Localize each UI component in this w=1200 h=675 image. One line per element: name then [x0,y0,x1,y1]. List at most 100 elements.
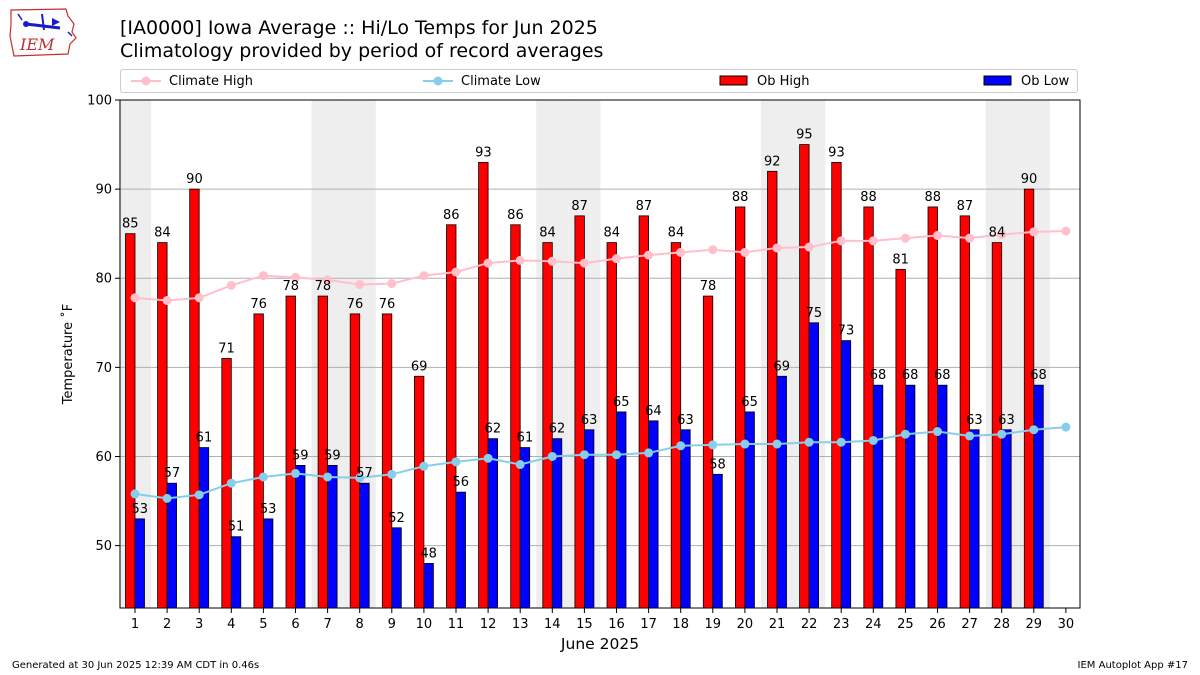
ob-low-bar [487,438,499,609]
climate-high-point [258,271,268,281]
ob-low-bar [840,340,852,609]
ob-high-bar [863,206,874,609]
legend-ob-high: Ob High [719,70,810,92]
ob-low-value-label: 63 [581,413,598,428]
legend-climate-low: Climate Low [423,70,541,92]
ob-low-legend-swatch [983,75,1012,86]
ob-high-legend-swatch [719,75,748,86]
ob-high-bar [799,144,810,609]
ob-high-bar [478,161,489,609]
ob-high-value-label: 85 [122,217,139,232]
ob-high-value-label: 92 [764,154,781,169]
ob-low-value-label: 53 [131,502,148,517]
ob-high-value-label: 87 [571,199,588,214]
ob-high-value-label: 78 [700,279,717,294]
ob-high-bar [510,224,521,609]
x-tick-label: 28 [993,617,1010,632]
climate-low-point [740,439,750,449]
climate-low-point [804,437,814,447]
ob-low-bar [937,384,948,609]
x-tick-label: 14 [544,617,561,632]
x-tick-label: 18 [672,617,689,632]
ob-high-bar [606,242,617,609]
climate-high-legend-dot [141,76,151,86]
ob-low-bar [230,536,242,609]
x-tick-label: 7 [323,617,331,632]
climate-low-point [226,478,236,488]
x-tick-label: 22 [801,617,818,632]
ob-low-value-label: 57 [356,466,373,481]
climate-low-point [1061,422,1071,432]
climate-low-point [612,450,621,460]
climate-high-point [965,233,975,243]
climate-low-point [997,429,1007,439]
x-tick-label: 2 [163,617,171,632]
climate-high-point [772,243,782,253]
chart-legend: Climate High Climate Low Ob High Ob Low [120,69,1078,93]
ob-low-bar [905,384,916,609]
climate-high-point [708,245,718,255]
ob-high-value-label: 81 [892,252,909,267]
climate-high-marker-icon [131,76,161,86]
ob-high-value-label: 84 [154,226,171,241]
x-tick-label: 19 [705,617,722,632]
x-tick-label: 10 [416,617,433,632]
ob-high-value-label: 90 [1021,172,1038,187]
generated-footer: Generated at 30 Jun 2025 12:39 AM CDT in… [12,660,260,671]
ob-high-value-label: 93 [828,145,845,160]
climate-low-marker-icon [423,76,453,86]
x-tick-label: 4 [227,617,235,632]
ob-low-bar [872,384,884,609]
ob-low-value-label: 63 [966,413,983,428]
ob-low-value-label: 48 [420,546,437,561]
legend-ob-low: Ob Low [983,70,1069,92]
legend-ob-low-label: Ob Low [1021,73,1070,89]
ob-high-value-label: 78 [282,279,299,294]
ob-high-value-label: 84 [539,226,556,241]
x-tick-label: 17 [640,617,657,632]
climate-low-point [1029,425,1039,435]
chart-title: [IA0000] Iowa Average :: Hi/Lo Temps for… [120,17,598,39]
climate-high-point [515,255,525,265]
ob-high-bar [1023,188,1035,609]
ob-high-bar [349,313,361,609]
ob-high-value-label: 93 [475,145,492,160]
ob-high-value-label: 86 [443,208,460,223]
climate-low-point [676,441,686,451]
y-tick-label: 60 [95,450,112,465]
ob-low-value-label: 59 [324,448,341,463]
ob-low-bar [969,429,980,609]
ob-low-bar [134,518,145,609]
climate-high-point [676,247,686,257]
ob-low-value-label: 69 [773,359,790,374]
climate-high-point [1061,226,1071,236]
ob-low-value-label: 68 [870,368,887,383]
ob-low-value-label: 62 [549,422,566,437]
ob-high-value-label: 87 [957,199,974,214]
climate-high-point [997,230,1007,240]
ob-low-bar [423,563,434,609]
ob-low-bar [712,473,723,609]
ob-low-swatch-icon [983,75,1012,86]
ob-low-value-label: 63 [677,413,694,428]
climate-low-point [323,472,333,482]
ob-high-value-label: 88 [924,190,941,205]
ob-low-value-label: 57 [164,466,181,481]
x-tick-label: 24 [865,617,882,632]
climate-low-point [483,453,493,463]
climate-low-point [258,472,268,482]
climate-low-point [515,460,525,470]
ob-low-bar [1033,384,1044,609]
ob-high-bar [446,224,457,609]
climate-low-point [547,451,557,461]
x-tick-label: 9 [388,617,396,632]
ob-high-bar [767,170,778,609]
ob-low-value-label: 65 [613,395,630,410]
x-tick-label: 26 [929,617,946,632]
x-tick-label: 8 [356,617,364,632]
y-axis-title: Temperature ˚F [60,304,76,405]
x-tick-label: 12 [480,617,497,632]
ob-high-bar [253,313,264,609]
climate-high-point [291,272,300,282]
ob-high-value-label: 76 [347,297,364,312]
